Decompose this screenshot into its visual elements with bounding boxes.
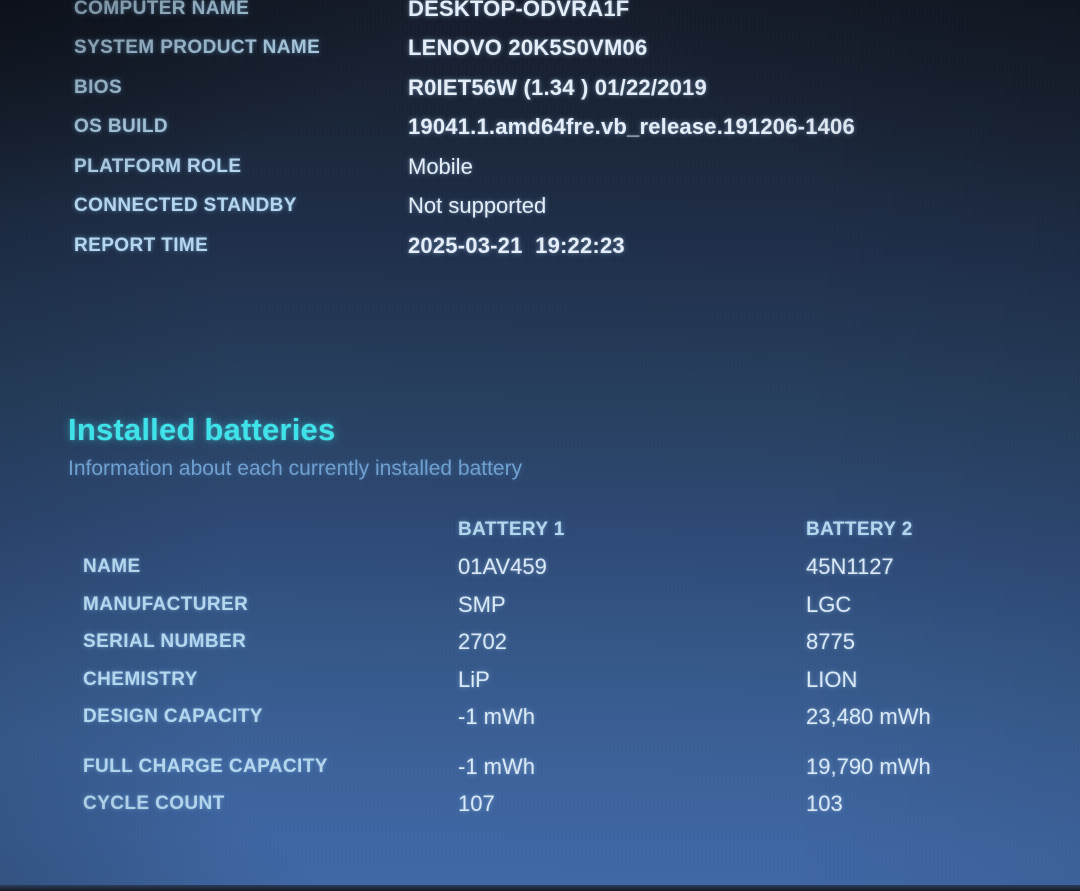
system-info-label: OS BUILD — [74, 116, 168, 138]
battery-2-value: 19,790 mWh — [806, 753, 931, 779]
battery-table-row: NAME 01AV459 45N1127 — [83, 549, 1080, 587]
system-info-label: PLATFORM ROLE — [74, 155, 242, 177]
battery-1-value: LiP — [458, 666, 490, 692]
system-info-row: SYSTEM PRODUCT NAME LENOVO 20K5S0VM06 — [74, 29, 1080, 69]
system-info-value: R0IET56W (1.34 ) 01/22/2019 — [408, 74, 707, 100]
system-info-row: COMPUTER NAME DESKTOP-ODVRA1F — [74, 0, 1080, 29]
battery-2-column-header: BATTERY 2 — [806, 518, 913, 540]
battery-2-value: 103 — [806, 791, 843, 817]
battery-2-value: 45N1127 — [806, 554, 894, 580]
battery-row-label: FULL CHARGE CAPACITY — [83, 755, 328, 777]
battery-1-value: 2702 — [458, 629, 507, 655]
battery-1-value: -1 mWh — [458, 704, 535, 730]
battery-row-label: SERIAL NUMBER — [83, 631, 247, 653]
system-info-table: COMPUTER NAME DESKTOP-ODVRA1F SYSTEM PRO… — [74, 0, 1080, 266]
battery-row-label: MANUFACTURER — [83, 593, 249, 615]
section-subtitle: Information about each currently install… — [68, 457, 523, 480]
system-info-row: CONNECTED STANDBY Not supported — [74, 187, 1080, 227]
system-info-value: DESKTOP-ODVRA1F — [408, 0, 630, 21]
battery-table-row: DESIGN CAPACITY -1 mWh 23,480 mWh — [83, 699, 1080, 737]
battery-1-value: 01AV459 — [458, 554, 547, 580]
system-info-value: Not supported — [408, 193, 547, 219]
section-title: Installed batteries — [68, 412, 336, 447]
battery-row-label: NAME — [83, 556, 141, 578]
battery-1-value: -1 mWh — [458, 753, 535, 779]
battery-table-row: FULL CHARGE CAPACITY -1 mWh 19,790 mWh — [83, 748, 1080, 786]
battery-1-value: 107 — [458, 791, 495, 817]
battery-2-value: 23,480 mWh — [806, 704, 931, 730]
battery-row-label: CHEMISTRY — [83, 668, 198, 690]
installed-batteries-heading: Installed batteries Information about ea… — [68, 412, 522, 481]
system-info-label: CONNECTED STANDBY — [74, 195, 297, 217]
system-info-label: BIOS — [74, 76, 123, 98]
battery-2-value: LION — [806, 666, 858, 692]
system-info-value: Mobile — [408, 153, 473, 179]
battery-table-row: MANUFACTURER SMP LGC — [83, 586, 1080, 624]
system-info-row: BIOS R0IET56W (1.34 ) 01/22/2019 — [74, 68, 1080, 108]
battery-2-value: 8775 — [806, 629, 855, 655]
system-info-value: LENOVO 20K5S0VM06 — [408, 35, 648, 61]
battery-row-label: CYCLE COUNT — [83, 793, 225, 815]
battery-2-value: LGC — [806, 591, 852, 617]
battery-1-column-header: BATTERY 1 — [458, 518, 565, 540]
system-info-row: PLATFORM ROLE Mobile — [74, 147, 1080, 187]
battery-table: BATTERY 1 BATTERY 2 NAME 01AV459 45N1127… — [83, 511, 1080, 823]
system-info-label: COMPUTER NAME — [74, 0, 250, 19]
battery-row-label: DESIGN CAPACITY — [83, 706, 263, 728]
system-info-value: 19041.1.amd64fre.vb_release.191206-1406 — [408, 114, 855, 140]
screen-bezel — [0, 885, 1080, 891]
system-info-value: 2025-03-21 19:22:23 — [408, 232, 625, 258]
system-info-row: OS BUILD 19041.1.amd64fre.vb_release.191… — [74, 108, 1080, 148]
battery-1-value: SMP — [458, 591, 506, 617]
system-info-row: REPORT TIME 2025-03-21 19:22:23 — [74, 226, 1080, 266]
battery-table-row: SERIAL NUMBER 2702 8775 — [83, 624, 1080, 662]
battery-table-row: CHEMISTRY LiP LION — [83, 661, 1080, 699]
battery-table-header-row: BATTERY 1 BATTERY 2 — [83, 511, 1080, 549]
system-info-label: SYSTEM PRODUCT NAME — [74, 37, 321, 59]
system-info-label: REPORT TIME — [74, 234, 209, 256]
battery-table-row: CYCLE COUNT 107 103 — [83, 786, 1080, 824]
